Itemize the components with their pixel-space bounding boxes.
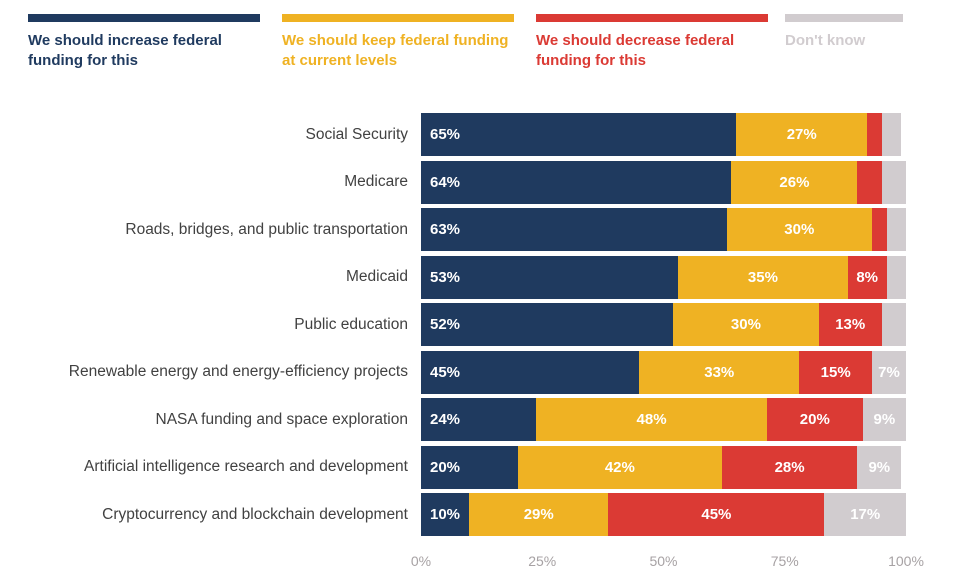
bar-segment-decrease: 20% xyxy=(766,398,863,441)
chart-row: NASA funding and space exploration 24% 48%… xyxy=(0,398,956,441)
bar-segment-keep: 26% xyxy=(731,160,858,204)
stacked-bar: 10% 29% 45% 17% xyxy=(421,493,906,536)
bar-segment-decrease xyxy=(857,160,882,204)
legend-swatch-increase xyxy=(28,14,260,22)
stacked-bar: 24% 48% 20% 9% xyxy=(421,398,906,441)
bar-segment-keep: 35% xyxy=(678,255,848,299)
category-label: Public education xyxy=(294,315,408,333)
plot-area: Social Security 65% 27% Medicare 64% 26% Roads… xyxy=(0,113,956,541)
category-label: Social Security xyxy=(305,125,408,143)
legend-swatch-decrease xyxy=(536,14,768,22)
stacked-bar: 20% 42% 28% 9% xyxy=(421,445,906,489)
bar-segment-keep: 30% xyxy=(726,208,873,251)
legend-swatch-keep xyxy=(282,14,514,22)
stacked-bar: 64% 26% xyxy=(421,160,906,204)
x-axis-tick: 0% xyxy=(410,553,432,569)
legend-label-increase: We should increase federal funding for t… xyxy=(28,32,222,70)
bar-segment-decrease: 28% xyxy=(721,445,858,489)
legend-item-dont-know: Don't know xyxy=(785,14,903,51)
category-label: Roads, bridges, and public transportatio… xyxy=(125,220,408,238)
stacked-bar: 45% 33% 15% 7% xyxy=(421,350,906,394)
bar-segment-dont-know: 17% xyxy=(824,493,906,536)
chart-row: Public education 52% 30% 13% xyxy=(0,303,956,346)
bar-segment-dont-know xyxy=(886,208,906,251)
bar-segment-dont-know xyxy=(881,160,906,204)
bar-segment-increase: 20% xyxy=(421,445,518,489)
bar-segment-increase: 24% xyxy=(421,398,537,441)
stacked-bar: 53% 35% 8% xyxy=(421,255,906,299)
bar-segment-decrease: 45% xyxy=(608,493,825,536)
stacked-bar: 63% 30% xyxy=(421,208,906,251)
x-axis-tick: 100% xyxy=(888,553,924,569)
stacked-bar: 65% 27% xyxy=(421,113,906,156)
bar-segment-dont-know: 9% xyxy=(862,398,906,441)
chart-row: Medicaid 53% 35% 8% xyxy=(0,255,956,299)
chart-row: Social Security 65% 27% xyxy=(0,113,956,156)
bar-segment-decrease: 15% xyxy=(799,350,873,394)
category-label: Medicaid xyxy=(345,268,408,286)
chart-row: Artificial intelligence research and dev… xyxy=(0,445,956,489)
x-axis-tick: 50% xyxy=(649,553,678,569)
bar-segment-keep: 48% xyxy=(536,398,767,441)
bar-segment-dont-know xyxy=(886,255,906,299)
legend-label-decrease: We should decrease federal funding for t… xyxy=(536,32,735,70)
bar-segment-keep: 30% xyxy=(673,303,819,346)
bar-segment-keep: 33% xyxy=(639,350,800,394)
legend-item-keep: We should keep federal funding at curren… xyxy=(282,14,514,72)
bar-segment-decrease xyxy=(872,208,887,251)
chart-row: Cryptocurrency and blockchain developmen… xyxy=(0,493,956,536)
bar-segment-increase: 52% xyxy=(421,303,674,346)
x-axis-tick: 25% xyxy=(528,553,557,569)
legend-label-dont-know: Don't know xyxy=(785,32,866,49)
bar-segment-decrease: 8% xyxy=(847,255,887,299)
bar-segment-increase: 65% xyxy=(421,113,737,156)
legend: We should increase federal funding for t… xyxy=(0,14,956,84)
bar-segment-increase: 63% xyxy=(421,208,727,251)
legend-item-decrease: We should decrease federal funding for t… xyxy=(536,14,768,72)
bar-segment-increase: 64% xyxy=(421,160,732,204)
bar-segment-dont-know xyxy=(881,303,906,346)
category-label: NASA funding and space exploration xyxy=(155,410,408,428)
bar-segment-dont-know: 9% xyxy=(857,445,902,489)
bar-segment-keep: 42% xyxy=(518,445,722,489)
bar-segment-increase: 53% xyxy=(421,255,679,299)
category-label: Medicare xyxy=(344,173,408,191)
x-axis-tick: 75% xyxy=(770,553,799,569)
bar-segment-keep: 29% xyxy=(469,493,609,536)
chart-row: Renewable energy and energy-efficiency p… xyxy=(0,350,956,394)
category-label: Cryptocurrency and blockchain developmen… xyxy=(102,505,408,523)
x-axis: 0% 25% 50% 75% 100% xyxy=(411,553,924,573)
chart-row: Medicare 64% 26% xyxy=(0,160,956,204)
legend-label-keep: We should keep federal funding at curren… xyxy=(282,32,509,70)
bar-segment-keep: 27% xyxy=(736,113,868,156)
bar-segment-decrease xyxy=(867,113,882,156)
bar-segment-dont-know: 7% xyxy=(872,350,906,394)
legend-item-increase: We should increase federal funding for t… xyxy=(28,14,260,72)
category-label: Artificial intelligence research and dev… xyxy=(84,458,408,476)
bar-segment-dont-know xyxy=(881,113,902,156)
legend-swatch-dont-know xyxy=(785,14,903,22)
stacked-bar: 52% 30% 13% xyxy=(421,303,906,346)
bar-segment-increase: 10% xyxy=(421,493,470,536)
category-label: Renewable energy and energy-efficiency p… xyxy=(68,363,408,381)
bar-segment-increase: 45% xyxy=(421,350,640,394)
bar-segment-decrease: 13% xyxy=(818,303,882,346)
chart-row: Roads, bridges, and public transportatio… xyxy=(0,208,956,251)
